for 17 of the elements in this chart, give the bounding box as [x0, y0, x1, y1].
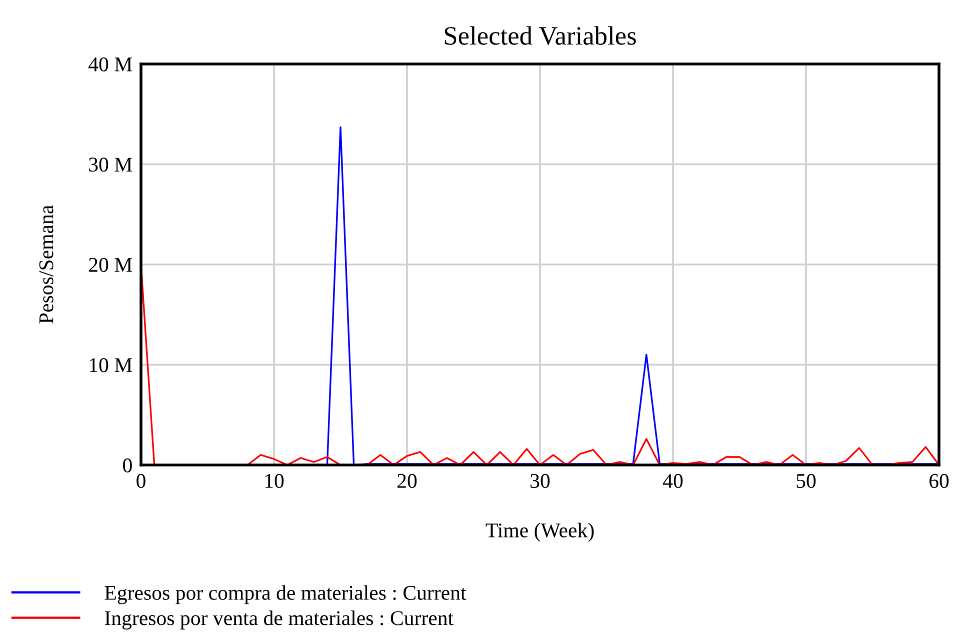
y-tick-label: 0	[123, 458, 132, 472]
x-tick-label: 0	[136, 474, 146, 488]
y-axis-title: Pesos/Semana	[39, 205, 54, 324]
y-tick-label: 40 M	[88, 57, 132, 72]
y-tick-label: 30 M	[89, 158, 132, 172]
x-tick-label: 20	[398, 474, 417, 488]
y-tick-label: 20 M	[89, 258, 132, 272]
x-tick-label: 10	[265, 474, 284, 488]
legend-label: Egresos por compra de materiales : Current	[104, 585, 466, 604]
x-tick-label: 40	[662, 474, 683, 488]
x-tick-label: 30	[530, 474, 550, 488]
x-axis-title: Time (Week)	[486, 522, 594, 542]
chart-title: Selected Variables	[444, 26, 636, 45]
y-tick-label: 10 M	[90, 358, 132, 372]
legend-label: Ingresos por venta de materiales : Current	[104, 610, 454, 630]
x-tick-label: 60	[929, 474, 949, 488]
x-tick-label: 50	[796, 474, 816, 488]
